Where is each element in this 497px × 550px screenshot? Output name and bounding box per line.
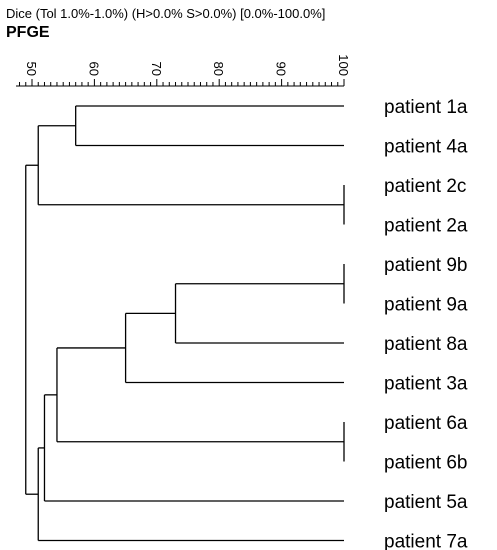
leaf-label: patient 9b [384,255,467,276]
scale-tick-label: 70 [149,62,164,76]
leaf-label: patient 8a [384,334,468,355]
leaf-label: patient 3a [384,374,468,395]
leaf-label: patient 2c [384,176,466,197]
leaf-labels: patient 1a patient 4a patient 2c patient 2a… [384,97,468,550]
leaf-label: patient 6b [384,453,467,474]
leaf-label: patient 5a [384,492,468,513]
scale-tick-label: 50 [24,62,39,76]
scale-tick-label: 80 [211,62,226,76]
leaf-label: patient 9a [384,295,468,316]
leaf-label: patient 4a [384,137,468,158]
leaf-label: patient 7a [384,532,468,550]
similarity-method-label: Dice (Tol 1.0%-1.0%) (H>0.0% S>0.0%) [0.… [6,6,326,21]
leaf-label: patient 1a [384,97,468,118]
leaf-label: patient 6a [384,413,468,434]
scale-tick-label: 90 [274,62,289,76]
dendrogram-title: PFGE [6,24,50,41]
scale-tick-label: 100 [336,54,351,76]
dendrogram-tree [25,105,345,542]
scale-tick-label: 60 [86,62,101,76]
leaf-label: patient 2a [384,216,468,237]
similarity-scale: 50 60 70 80 90 100 [16,54,351,87]
